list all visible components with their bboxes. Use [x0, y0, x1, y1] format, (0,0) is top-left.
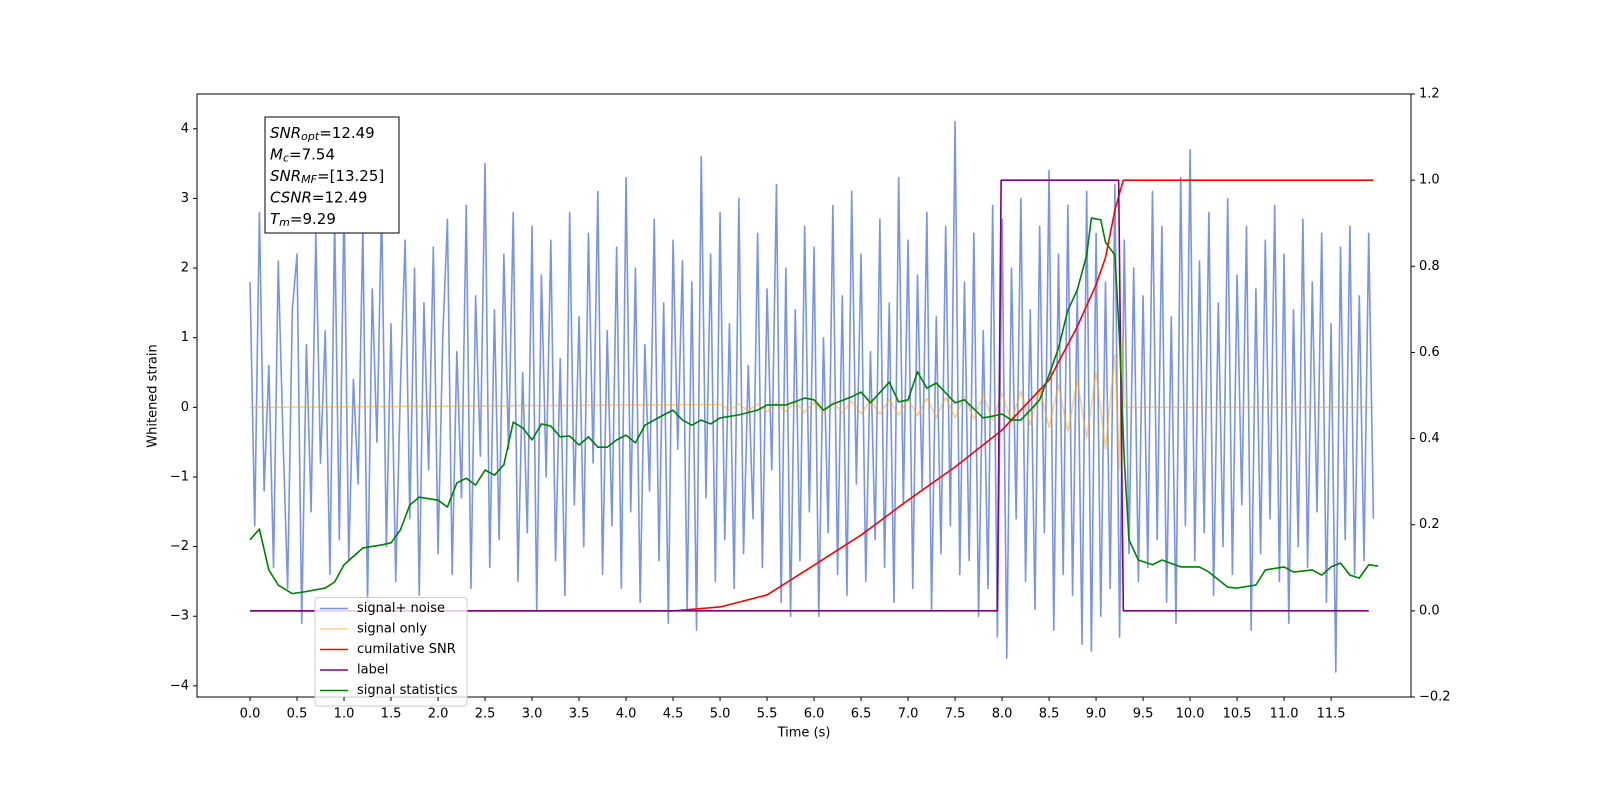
x-tick-label: 11.5 — [1317, 707, 1346, 722]
annotation-value: =9.29 — [290, 210, 336, 228]
legend-label: signal statistics — [357, 683, 458, 698]
annotation-line: Mc=7.54 — [270, 145, 335, 165]
y-tick-label: −4 — [170, 678, 189, 693]
annotation-symbol: T — [270, 210, 281, 228]
series-line — [250, 336, 1374, 471]
annotation-value: =[13.25] — [317, 167, 384, 185]
y-tick-label: 3 — [181, 191, 189, 206]
x-tick-label: 11.0 — [1270, 707, 1299, 722]
y-tick-label: −2 — [170, 539, 189, 554]
y2-tick-label: −0.2 — [1419, 690, 1451, 705]
annotation-value: =12.49 — [312, 188, 368, 206]
x-tick-label: 10.5 — [1223, 707, 1252, 722]
y-axis-label: Whitened strain — [146, 344, 161, 447]
x-tick-label: 0.0 — [240, 707, 261, 722]
legend-label: signal only — [357, 622, 427, 637]
x-tick-label: 2.0 — [428, 707, 449, 722]
annotation-subscript: c — [283, 152, 289, 165]
annotation-frame — [264, 116, 400, 234]
annotation-line: SNRMF=[13.25] — [270, 167, 384, 187]
annotation-symbol: SNR — [270, 167, 301, 185]
series-line — [249, 121, 1375, 673]
y-tick-label: 1 — [181, 330, 189, 345]
x-tick-label: 4.5 — [663, 707, 684, 722]
x-tick-label: 9.0 — [1086, 707, 1107, 722]
x-tick-label: 8.5 — [1039, 707, 1060, 722]
x-tick-label: 9.5 — [1133, 707, 1154, 722]
annotation-line: Tm=9.29 — [270, 210, 336, 230]
axes-frame — [196, 93, 1412, 698]
annotation-subscript: MF — [301, 173, 317, 186]
x-tick-label: 0.5 — [287, 707, 308, 722]
annotation-value: =12.49 — [319, 124, 375, 142]
annotation-subscript: opt — [301, 130, 320, 143]
series-line — [250, 179, 1369, 612]
annotation-line: SNRopt=12.49 — [270, 124, 375, 144]
legend-label: cumilative SNR — [357, 642, 456, 657]
legend-label: label — [357, 663, 388, 678]
legend-frame — [314, 597, 468, 707]
x-tick-label: 1.5 — [381, 707, 402, 722]
series-line — [250, 179, 1374, 612]
x-tick-label: 8.0 — [992, 707, 1013, 722]
y2-tick-label: 1.2 — [1419, 87, 1440, 102]
y2-tick-label: 0.0 — [1419, 603, 1440, 618]
x-tick-label: 4.0 — [616, 707, 637, 722]
series-line — [249, 217, 1379, 595]
x-tick-label: 6.0 — [804, 707, 825, 722]
y2-tick-label: 0.2 — [1419, 517, 1440, 532]
y2-tick-label: 0.6 — [1419, 345, 1440, 360]
y2-tick-label: 0.8 — [1419, 259, 1440, 274]
y-tick-label: −3 — [170, 609, 189, 624]
x-tick-label: 5.0 — [710, 707, 731, 722]
y2-tick-label: 0.4 — [1419, 431, 1440, 446]
x-tick-label: 5.5 — [757, 707, 778, 722]
x-tick-label: 6.5 — [851, 707, 872, 722]
y2-tick-label: 1.0 — [1419, 173, 1440, 188]
annotation-symbol: SNR — [270, 124, 301, 142]
annotation-box: SNRopt=12.49Mc=7.54SNRMF=[13.25]CSNR=12.… — [264, 116, 400, 234]
y-tick-label: 4 — [181, 121, 189, 136]
x-axis-label: Time (s) — [777, 726, 831, 741]
x-tick-label: 2.5 — [475, 707, 496, 722]
y-tick-label: 2 — [181, 261, 189, 276]
x-tick-label: 7.5 — [945, 707, 966, 722]
annotation-line: CSNR=12.49 — [270, 188, 367, 206]
plot-area — [249, 121, 1379, 673]
legend: signal+ noise signal only cumilative SNR la… — [314, 597, 468, 707]
x-tick-label: 1.0 — [334, 707, 355, 722]
annotation-symbol: M — [270, 145, 283, 163]
annotation-value: =7.54 — [289, 145, 335, 163]
annotation-subscript: m — [279, 216, 290, 229]
annotation-symbol: CSNR — [270, 188, 312, 206]
x-tick-label: 10.0 — [1176, 707, 1205, 722]
x-tick-label: 3.0 — [522, 707, 543, 722]
y-tick-label: −1 — [170, 469, 189, 484]
y-tick-label: 0 — [181, 400, 189, 415]
x-tick-label: 7.0 — [898, 707, 919, 722]
x-tick-label: 3.5 — [569, 707, 590, 722]
legend-label: signal+ noise — [357, 601, 445, 616]
